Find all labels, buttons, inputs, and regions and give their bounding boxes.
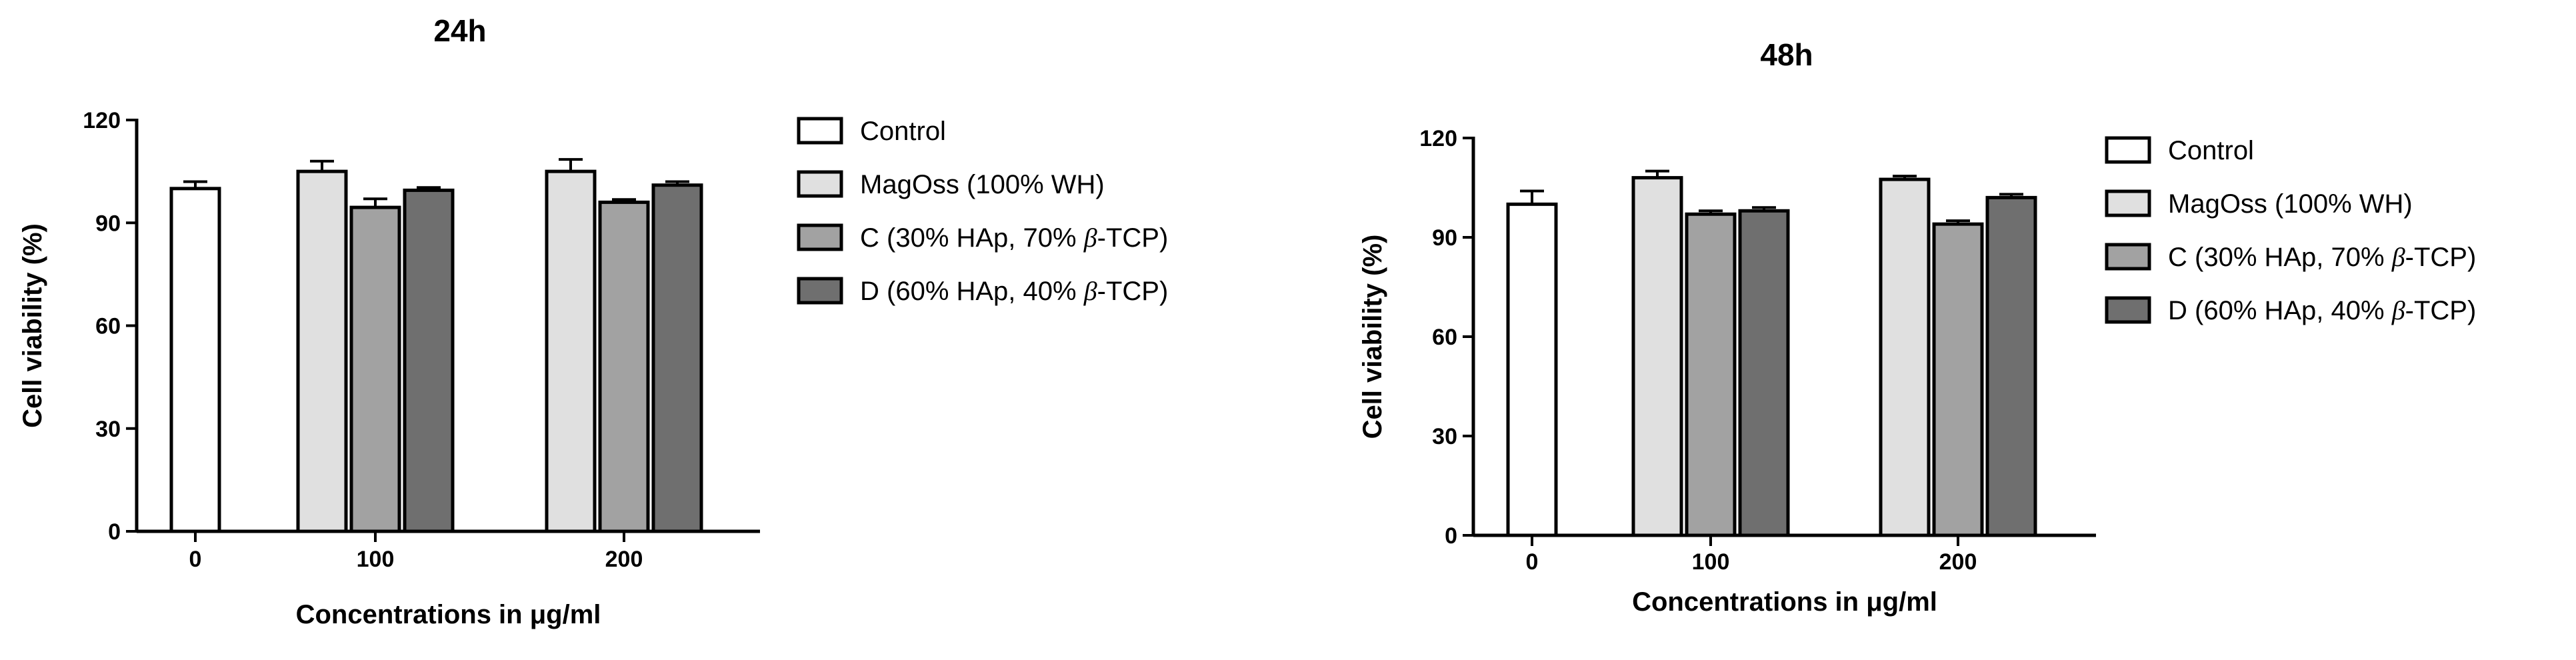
y-tick-label: 120: [1419, 126, 1457, 151]
bar: [651, 183, 703, 533]
legend-label: MagOss (100% WH): [860, 170, 1105, 199]
y-tick-label: 0: [1445, 523, 1457, 549]
y-tick-label: 30: [95, 417, 121, 442]
bar: [403, 188, 455, 533]
bar: [1932, 222, 1984, 537]
y-tick-label: 90: [1432, 225, 1457, 251]
legend-swatch: [797, 277, 843, 305]
legend-swatch: [797, 170, 843, 198]
legend-swatch: [2105, 296, 2151, 324]
legend-label: C (30% HAp, 70% β-TCP): [2168, 242, 2476, 272]
legend-label: Control: [860, 117, 946, 146]
bar: [1738, 209, 1790, 537]
y-tick-label: 120: [83, 108, 121, 133]
y-tick-label: 90: [95, 211, 121, 236]
y-axis-label: Cell viability (%): [1358, 235, 1387, 439]
bar: [169, 187, 221, 533]
chart-panel-1: 48h Cell viability (%) Concentrations in μ…: [1358, 37, 2476, 617]
bar: [1631, 176, 1683, 537]
y-tick-label: 30: [1432, 424, 1457, 449]
x-axis-label: Concentrations in μg/ml: [1632, 587, 1937, 617]
bar: [296, 169, 348, 533]
x-tick-label: 100: [1692, 549, 1730, 575]
legend-label: Control: [2168, 136, 2254, 165]
bar: [1685, 212, 1737, 537]
legend-swatch: [2105, 243, 2151, 271]
legend-swatch: [797, 223, 843, 251]
x-tick-label: 200: [605, 547, 643, 572]
bar: [1985, 195, 2037, 537]
y-tick-label: 0: [108, 519, 121, 545]
x-tick-label: 0: [1526, 549, 1539, 575]
bar: [598, 200, 650, 533]
legend-swatch: [2105, 189, 2151, 217]
legend-swatch: [2105, 136, 2151, 164]
bar: [349, 205, 401, 533]
x-axis-label: Concentrations in μg/ml: [296, 600, 601, 629]
chart-title: 24h: [433, 13, 486, 48]
bar: [1506, 202, 1558, 537]
y-tick-label: 60: [1432, 325, 1457, 350]
y-axis-label: Cell viability (%): [18, 223, 47, 428]
bar: [1879, 177, 1931, 537]
legend-label: MagOss (100% WH): [2168, 189, 2413, 219]
bar: [545, 169, 597, 533]
chart-panel-0: 24h Cell viability (%) Concentrations in μ…: [18, 13, 1168, 629]
legend-swatch: [797, 117, 843, 145]
x-tick-label: 100: [357, 547, 395, 572]
legend-label: D (60% HAp, 40% β-TCP): [2168, 295, 2476, 325]
legend-label: C (30% HAp, 70% β-TCP): [860, 223, 1168, 253]
legend-label: D (60% HAp, 40% β-TCP): [860, 276, 1168, 306]
x-tick-label: 200: [1939, 549, 1977, 575]
x-tick-label: 0: [189, 547, 202, 572]
y-tick-label: 60: [95, 314, 121, 339]
chart-title: 48h: [1760, 37, 1813, 72]
